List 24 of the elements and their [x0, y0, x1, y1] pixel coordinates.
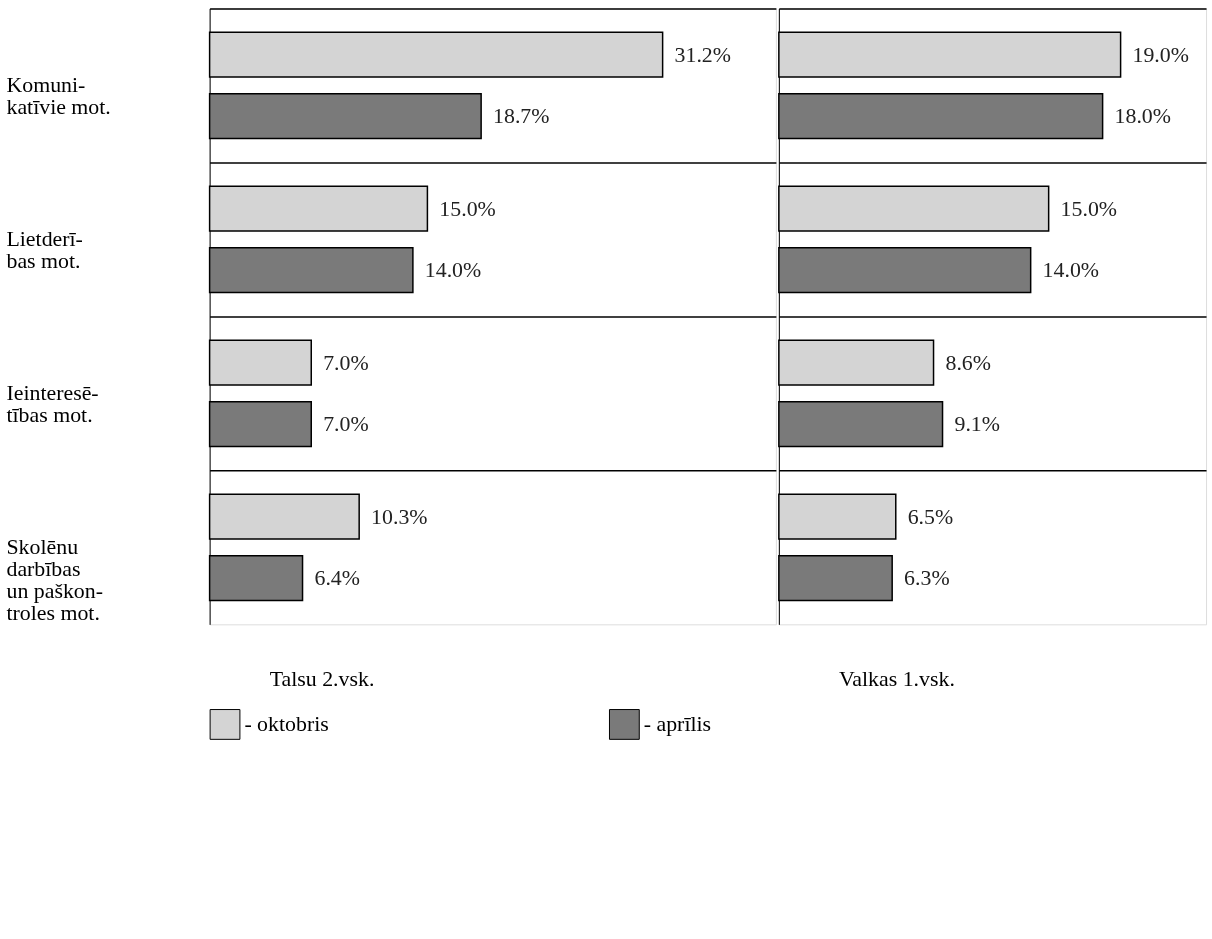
data-label: 15.0% [439, 196, 496, 221]
data-label: 6.5% [907, 504, 954, 529]
data-label: 7.0% [323, 350, 369, 375]
data-label: 14.0% [424, 258, 482, 283]
data-label: 18.7% [493, 104, 550, 129]
x-axis-title: Valkas 1.vsk. [838, 667, 955, 692]
y-tick-label: Ieinteresē- tības mot. [6, 381, 99, 428]
legend-label: - aprīlis [643, 712, 712, 737]
data-label: 6.4% [314, 566, 360, 591]
data-label: 10.3% [371, 504, 428, 529]
data-label: 9.1% [954, 412, 1000, 437]
data-label: 31.2% [674, 42, 731, 67]
y-tick-label: Lietderī- bas mot. [6, 227, 83, 274]
data-label: 19.0% [1132, 42, 1189, 67]
data-label: 15.0% [1060, 196, 1118, 221]
data-label: 7.0% [323, 412, 369, 437]
data-label: 14.0% [1042, 258, 1100, 283]
y-tick-label: Komuni- katīvie mot. [6, 73, 111, 120]
legend-label: - oktobris [244, 712, 329, 737]
y-tick-label: Skolēnu darbības un paškon- troles mot. [6, 535, 103, 625]
data-label: 6.3% [904, 566, 950, 591]
data-label: 18.0% [1114, 104, 1171, 129]
data-label: 8.6% [945, 350, 991, 375]
x-axis-title: Talsu 2.vsk. [269, 667, 375, 692]
